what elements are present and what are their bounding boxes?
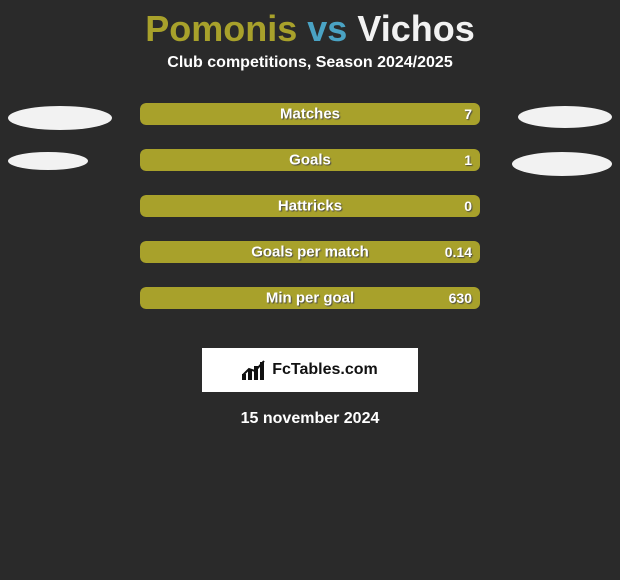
stat-bar: Matches7 — [140, 103, 480, 125]
chart-icon — [242, 360, 266, 380]
title-player1: Pomonis — [145, 8, 297, 49]
root: Pomonis vs Vichos Club competitions, Sea… — [0, 0, 620, 428]
player-ellipse-left — [8, 106, 112, 130]
stat-bar: Hattricks0 — [140, 195, 480, 217]
stat-bar: Goals per match0.14 — [140, 241, 480, 263]
date-text: 15 november 2024 — [0, 410, 620, 428]
brand-inner: FcTables.com — [242, 360, 378, 380]
player-ellipse-right — [518, 106, 612, 128]
player-ellipse-left — [8, 152, 88, 170]
stat-bar-left — [140, 241, 480, 263]
page-title: Pomonis vs Vichos — [0, 0, 620, 54]
stat-value: 0.14 — [445, 244, 472, 260]
stat-bar-left — [140, 195, 480, 217]
stat-bar-left — [140, 149, 480, 171]
stats-list: Matches7 Goals1 Hattricks0 Goals per match0… — [0, 100, 620, 330]
player-ellipse-right — [512, 152, 612, 176]
stat-row: Matches7 — [0, 100, 620, 146]
stat-row: Goals per match0.14 — [0, 238, 620, 284]
stat-bar: Goals1 — [140, 149, 480, 171]
title-player2: Vichos — [357, 8, 474, 49]
stat-value: 1 — [464, 152, 472, 168]
stat-row: Hattricks0 — [0, 192, 620, 238]
stat-bar: Min per goal630 — [140, 287, 480, 309]
stat-row: Min per goal630 — [0, 284, 620, 330]
stat-bar-left — [140, 287, 480, 309]
stat-value: 0 — [464, 198, 472, 214]
stat-value: 630 — [449, 290, 472, 306]
subtitle: Club competitions, Season 2024/2025 — [0, 54, 620, 100]
stat-value: 7 — [464, 106, 472, 122]
title-vs: vs — [307, 8, 347, 49]
stat-row: Goals1 — [0, 146, 620, 192]
stat-bar-left — [140, 103, 480, 125]
brand-box[interactable]: FcTables.com — [202, 348, 418, 392]
brand-text: FcTables.com — [272, 361, 378, 379]
